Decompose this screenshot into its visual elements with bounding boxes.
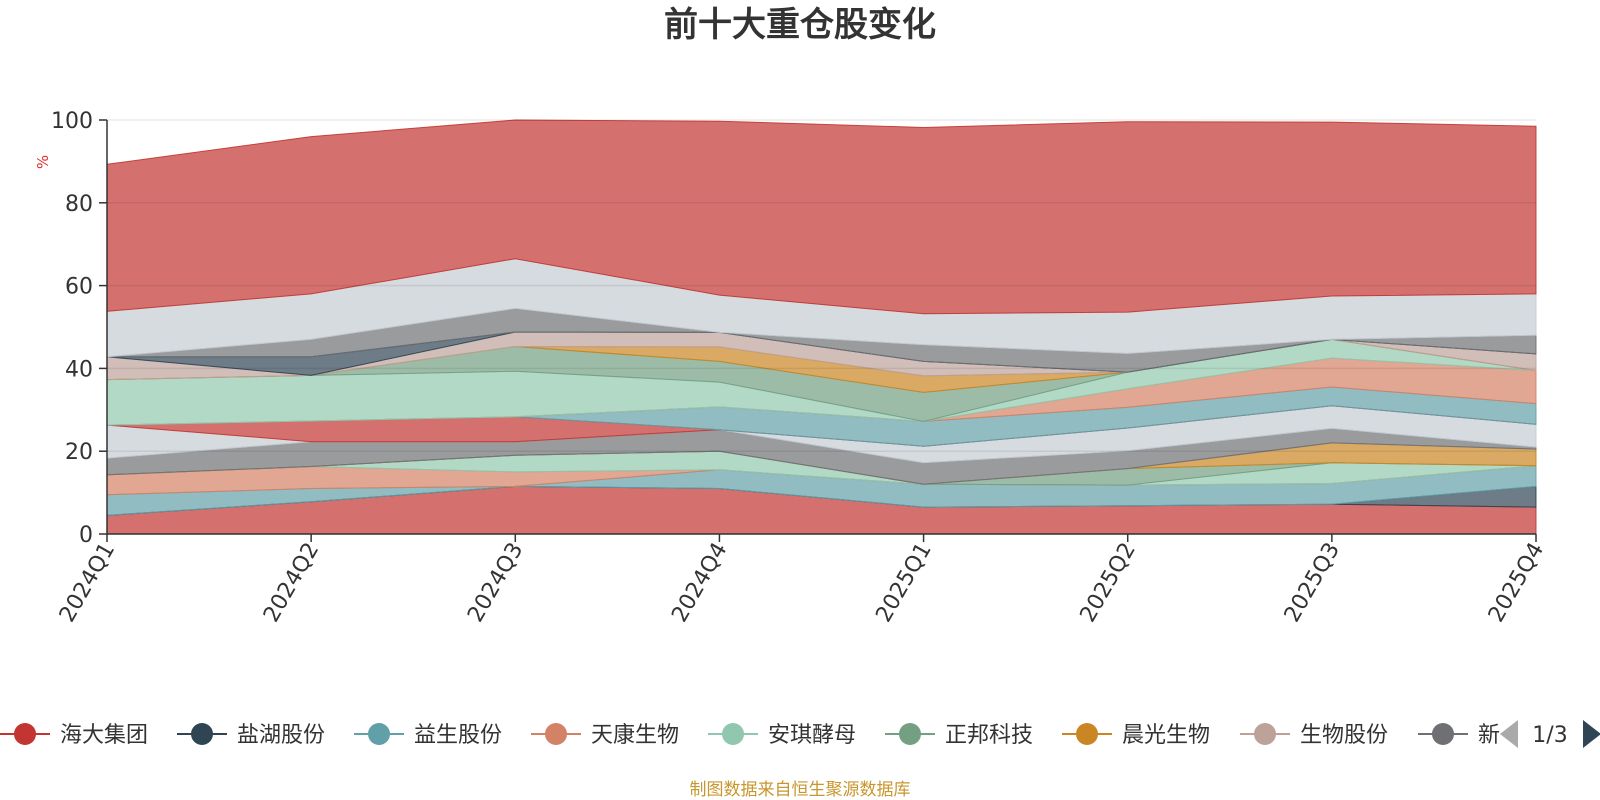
legend-label: 盐湖股份 — [237, 723, 325, 748]
legend-label: 新 — [1478, 723, 1500, 748]
legend-marker-icon — [899, 723, 921, 745]
legend-marker-icon — [14, 723, 36, 745]
legend-label: 正邦科技 — [945, 723, 1033, 748]
legend-item[interactable]: 海大集团 — [0, 723, 148, 748]
legend-item[interactable]: 益生股份 — [354, 723, 502, 748]
stacked-areas — [106, 119, 1537, 535]
legend-item[interactable]: 天康生物 — [531, 723, 679, 748]
legend-item[interactable]: 安琪酵母 — [708, 723, 856, 748]
y-axis-unit: % — [34, 155, 52, 169]
x-tick-label: 2024Q3 — [463, 539, 528, 627]
axes — [99, 119, 1537, 542]
legend-marker-icon — [368, 723, 390, 745]
y-tick-label: 0 — [79, 523, 93, 548]
legend-label: 安琪酵母 — [768, 723, 856, 748]
y-tick-label: 20 — [65, 440, 93, 465]
x-tick-label: 2024Q1 — [55, 539, 120, 627]
legend-marker-icon — [1076, 723, 1098, 745]
area-series-20 — [106, 119, 1537, 315]
legend-page-indicator: 1/3 — [1532, 723, 1567, 748]
legend-marker-icon — [191, 723, 213, 745]
legend-marker-icon — [545, 723, 567, 745]
legend-pager: 1/3 — [1500, 720, 1600, 748]
data-source-note: 制图数据来自恒生聚源数据库 — [690, 780, 911, 800]
legend-label: 天康生物 — [591, 723, 679, 748]
x-tick-label: 2025Q4 — [1484, 539, 1549, 627]
x-tick-label: 2025Q2 — [1076, 539, 1141, 627]
legend-prev-page-icon[interactable] — [1500, 720, 1518, 748]
legend-item[interactable]: 盐湖股份 — [177, 723, 325, 748]
legend-marker-icon — [1254, 723, 1276, 745]
legend-item[interactable]: 晨光生物 — [1062, 723, 1210, 748]
legend-item[interactable]: 正邦科技 — [885, 723, 1033, 748]
y-tick-label: 60 — [65, 275, 93, 300]
legend-next-page-icon[interactable] — [1583, 720, 1600, 748]
legend-label: 海大集团 — [60, 723, 148, 748]
legend-item[interactable]: 生物股份 — [1240, 723, 1388, 748]
legend-item[interactable]: 新 — [1418, 723, 1500, 748]
x-tick-label: 2024Q4 — [667, 539, 732, 627]
x-tick-label: 2025Q3 — [1280, 539, 1345, 627]
y-tick-label: 80 — [65, 192, 93, 217]
x-tick-labels: 2024Q1 2024Q2 2024Q3 2024Q4 2025Q1 2025Q2 2025… — [55, 539, 1549, 627]
legend: 海大集团 盐湖股份 益生股份 天康生物 安琪酵母 正邦科技 晨光生物 生物股份 新 — [0, 723, 1500, 748]
y-tick-labels: 0 20 40 60 80 100 — [51, 109, 93, 548]
legend-label: 晨光生物 — [1122, 723, 1210, 748]
y-tick-label: 40 — [65, 357, 93, 382]
legend-marker-icon — [1432, 723, 1454, 745]
legend-label: 益生股份 — [414, 723, 502, 748]
legend-label: 生物股份 — [1300, 723, 1388, 748]
chart-title: 前十大重仓股变化 — [664, 5, 936, 45]
x-tick-label: 2025Q1 — [871, 539, 936, 627]
legend-marker-icon — [722, 723, 744, 745]
x-tick-label: 2024Q2 — [259, 539, 324, 627]
y-tick-label: 100 — [51, 109, 93, 134]
